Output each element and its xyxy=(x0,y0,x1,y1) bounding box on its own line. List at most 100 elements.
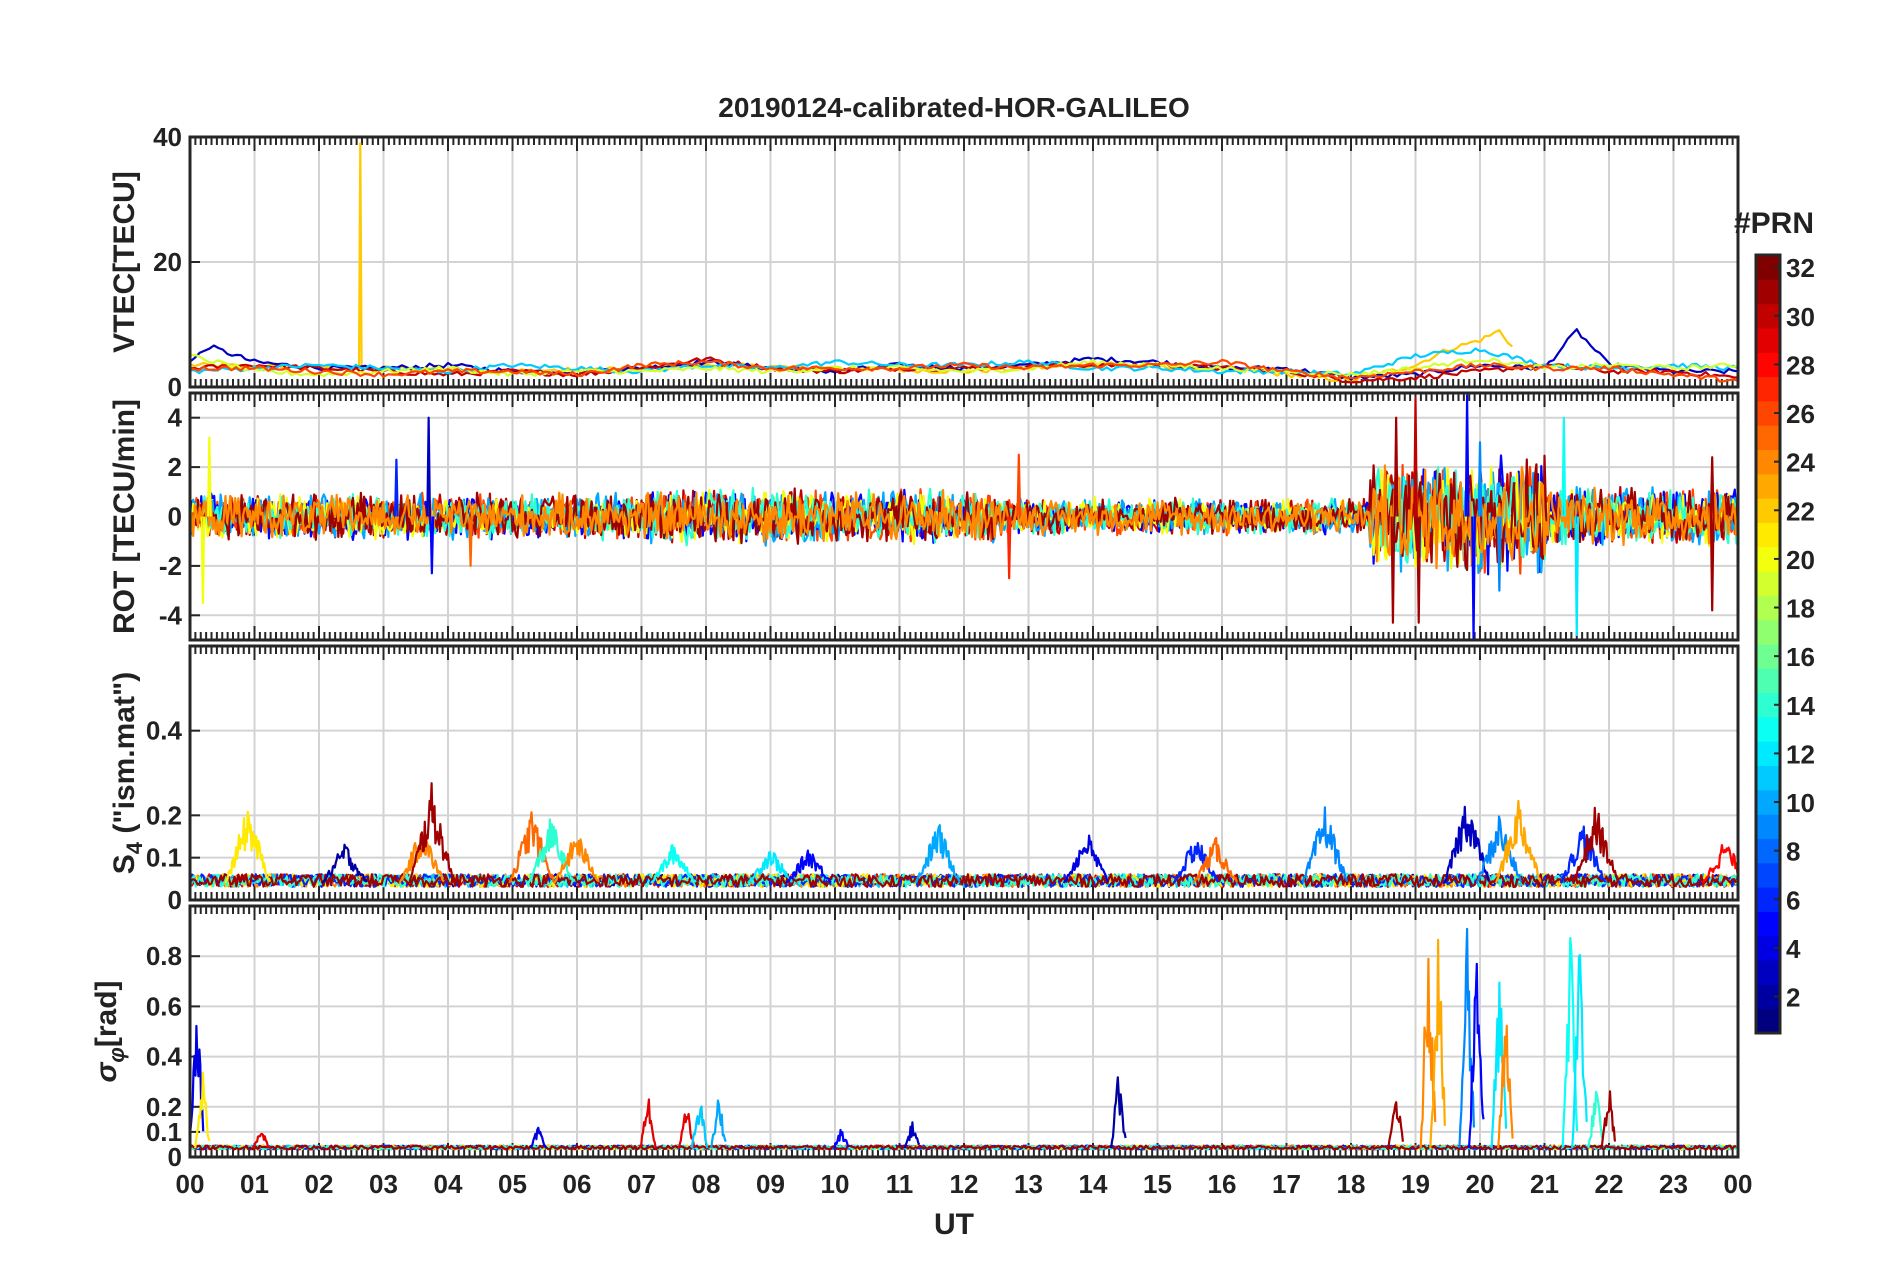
peak-prn-21 xyxy=(224,810,272,884)
colorbar-cell xyxy=(1756,960,1780,985)
x-tick-label: 19 xyxy=(1401,1169,1430,1199)
plot-area xyxy=(190,142,1738,384)
peak-prn-3 xyxy=(903,1121,921,1149)
colorbar-cell xyxy=(1756,814,1780,839)
colorbar-cell xyxy=(1756,522,1780,548)
x-tick-label: 15 xyxy=(1143,1169,1172,1199)
x-tick-label: 12 xyxy=(950,1169,979,1199)
y-tick-label: 0.6 xyxy=(146,991,182,1021)
peak-prn-2 xyxy=(1110,1076,1127,1149)
spike-prn-25 xyxy=(468,516,473,568)
x-tick-label: 00 xyxy=(176,1169,205,1199)
peak-prn-25 xyxy=(1192,836,1238,884)
colorbar-cell xyxy=(1756,571,1780,596)
y-tick-label: 0.1 xyxy=(146,1117,182,1147)
spike-prn-6 xyxy=(394,458,399,517)
spike-prn-12 xyxy=(1574,516,1580,637)
peak-prn-21 xyxy=(194,1071,211,1149)
spike-prn-27 xyxy=(1006,516,1012,580)
series-line-prn-26 xyxy=(190,358,1738,383)
peak-prn-10 xyxy=(914,824,961,884)
y-tick-label: 0.8 xyxy=(146,941,182,971)
axes-frame xyxy=(188,135,1740,389)
peak-prn-9 xyxy=(1301,806,1349,884)
spike-prn-31 xyxy=(1393,416,1399,517)
spike-prn-5 xyxy=(1471,516,1476,640)
y-tick-label: 0.4 xyxy=(146,1042,183,1072)
peak-prn-31 xyxy=(1572,806,1620,884)
peak-prn-25 xyxy=(508,811,555,884)
spike-prn-31 xyxy=(1416,516,1422,624)
spike-prn-13 xyxy=(1561,416,1567,517)
plot-area xyxy=(190,927,1737,1151)
baseline-prn-31 xyxy=(190,1144,1737,1151)
spike-prn-9 xyxy=(1496,516,1502,592)
peak-prn-2 xyxy=(321,843,368,884)
y-tick-label: 0 xyxy=(168,372,182,402)
spike-prn-31 xyxy=(1390,516,1396,624)
x-tick-label: 20 xyxy=(1466,1169,1495,1199)
colorbar-tick-label: 28 xyxy=(1786,350,1815,380)
x-tick-label: 09 xyxy=(756,1169,785,1199)
peak-prn-12 xyxy=(746,851,794,884)
y-tick-label: 0.1 xyxy=(146,843,182,873)
series-line-prn-14 xyxy=(190,465,1738,570)
plot-area xyxy=(190,394,1738,640)
colorbar-cell xyxy=(1756,716,1780,742)
peak-prn-13 xyxy=(650,844,697,884)
colorbar-cell xyxy=(1756,473,1780,499)
plot-area xyxy=(190,782,1738,889)
colorbar-label: #PRN xyxy=(1734,207,1814,240)
colorbar-tick-label: 8 xyxy=(1786,837,1800,867)
spike-prn-30 xyxy=(1413,396,1418,517)
colorbar-tick-label: 18 xyxy=(1786,594,1815,624)
peak-prn-29 xyxy=(677,1112,696,1149)
x-tick-label: 17 xyxy=(1272,1169,1301,1199)
x-tick-label: 01 xyxy=(240,1169,269,1199)
colorbar-tick-label: 16 xyxy=(1786,642,1815,672)
peak-prn-4 xyxy=(1062,834,1110,884)
peak-prn-24 xyxy=(1497,1024,1514,1149)
spike-prn-31 xyxy=(1709,516,1715,612)
x-tick-label: 00 xyxy=(1724,1169,1753,1199)
chart-title: 20190124-calibrated-HOR-GALILEO xyxy=(718,92,1190,123)
x-tick-label: 03 xyxy=(369,1169,398,1199)
peak-prn-29 xyxy=(252,1132,270,1149)
peak-prn-11 xyxy=(690,1105,709,1149)
peak-prn-24 xyxy=(1419,957,1437,1149)
colorbar-tick-label: 2 xyxy=(1786,983,1800,1013)
peak-prn-4 xyxy=(529,1126,548,1149)
x-tick-label: 14 xyxy=(1079,1169,1108,1199)
colorbar-tick-label: 22 xyxy=(1786,496,1815,526)
colorbar-cell xyxy=(1756,1008,1780,1034)
peak-prn-10 xyxy=(710,1099,727,1149)
colorbar-tick-label: 12 xyxy=(1786,739,1815,769)
peak-prn-3 xyxy=(1443,805,1490,884)
peak-prn-5 xyxy=(832,1128,850,1149)
y-tick-label: 0 xyxy=(168,885,182,915)
series-line-prn-24 xyxy=(190,464,1738,570)
peak-prn-31 xyxy=(408,782,455,884)
axes-frame xyxy=(188,391,1740,642)
panel-3: 0 0.1 0.2 0.4S4 ("ism.mat") xyxy=(108,644,1740,915)
colorbar-cell xyxy=(1756,765,1780,791)
x-tick-label: 06 xyxy=(563,1169,592,1199)
colorbar-cell xyxy=(1756,425,1780,450)
colorbar-tick-label: 24 xyxy=(1786,448,1815,478)
peak-prn-5 xyxy=(785,849,832,884)
peak-prn-29 xyxy=(639,1098,657,1149)
y-tick-label: 2 xyxy=(168,452,182,482)
panel-4: 00.10.2 0.4 0.6 0.8 σφ[rad] xyxy=(90,904,1740,1172)
x-tick-label: 07 xyxy=(627,1169,656,1199)
y-tick-label: 0 xyxy=(168,1142,182,1172)
colorbar-tick-label: 26 xyxy=(1786,399,1815,429)
y-axis-label: ROT [TECU/min] xyxy=(108,399,141,634)
colorbar-tick-label: 30 xyxy=(1786,302,1815,332)
x-axis-label: UT xyxy=(934,1208,974,1241)
colorbar-tick-label: 32 xyxy=(1786,253,1815,283)
peak-prn-6 xyxy=(1172,841,1220,884)
colorbar-tick-label: 14 xyxy=(1786,691,1815,721)
y-tick-label: 4 xyxy=(168,403,183,433)
